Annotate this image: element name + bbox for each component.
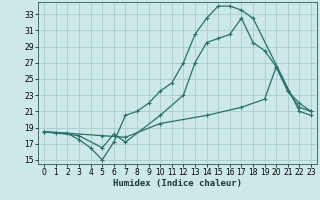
X-axis label: Humidex (Indice chaleur): Humidex (Indice chaleur): [113, 179, 242, 188]
